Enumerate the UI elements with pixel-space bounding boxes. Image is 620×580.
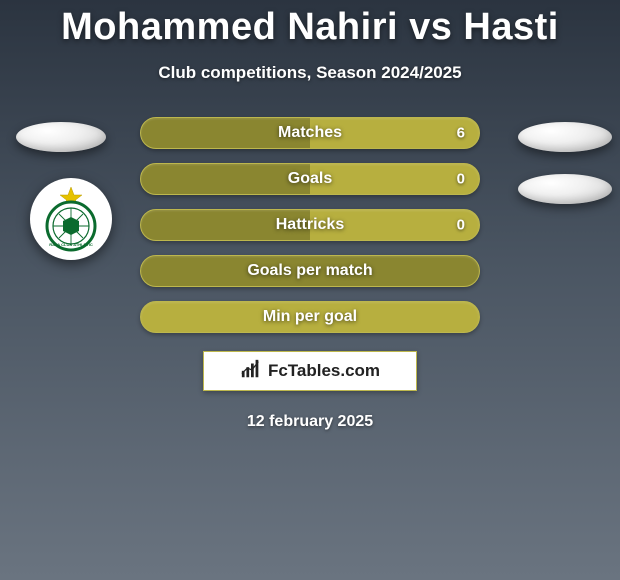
stat-bar-goals: Goals 0: [140, 163, 480, 195]
page-title: Mohammed Nahiri vs Hasti: [0, 0, 620, 49]
stat-label: Matches: [278, 124, 342, 142]
stat-value: 6: [457, 125, 465, 142]
stat-bar-matches: Matches 6: [140, 117, 480, 149]
stat-bar-min-per-goal: Min per goal: [140, 301, 480, 333]
stat-label: Min per goal: [263, 308, 357, 326]
brand-text: FcTables.com: [268, 361, 380, 381]
stat-value: 0: [457, 171, 465, 188]
stat-label: Goals per match: [247, 262, 372, 280]
stat-label: Hattricks: [276, 216, 344, 234]
footer-date: 12 february 2025: [0, 413, 620, 431]
subtitle: Club competitions, Season 2024/2025: [0, 63, 620, 83]
bars-list: Matches 6 Goals 0 Hattricks 0 Goals per …: [140, 117, 480, 333]
brand-box: FcTables.com: [203, 351, 417, 391]
stat-value: 0: [457, 217, 465, 234]
stat-bar-goals-per-match: Goals per match: [140, 255, 480, 287]
stat-label: Goals: [288, 170, 332, 188]
stat-bar-hattricks: Hattricks 0: [140, 209, 480, 241]
stats-container: Matches 6 Goals 0 Hattricks 0 Goals per …: [0, 117, 620, 333]
brand-chart-icon: [240, 358, 262, 385]
